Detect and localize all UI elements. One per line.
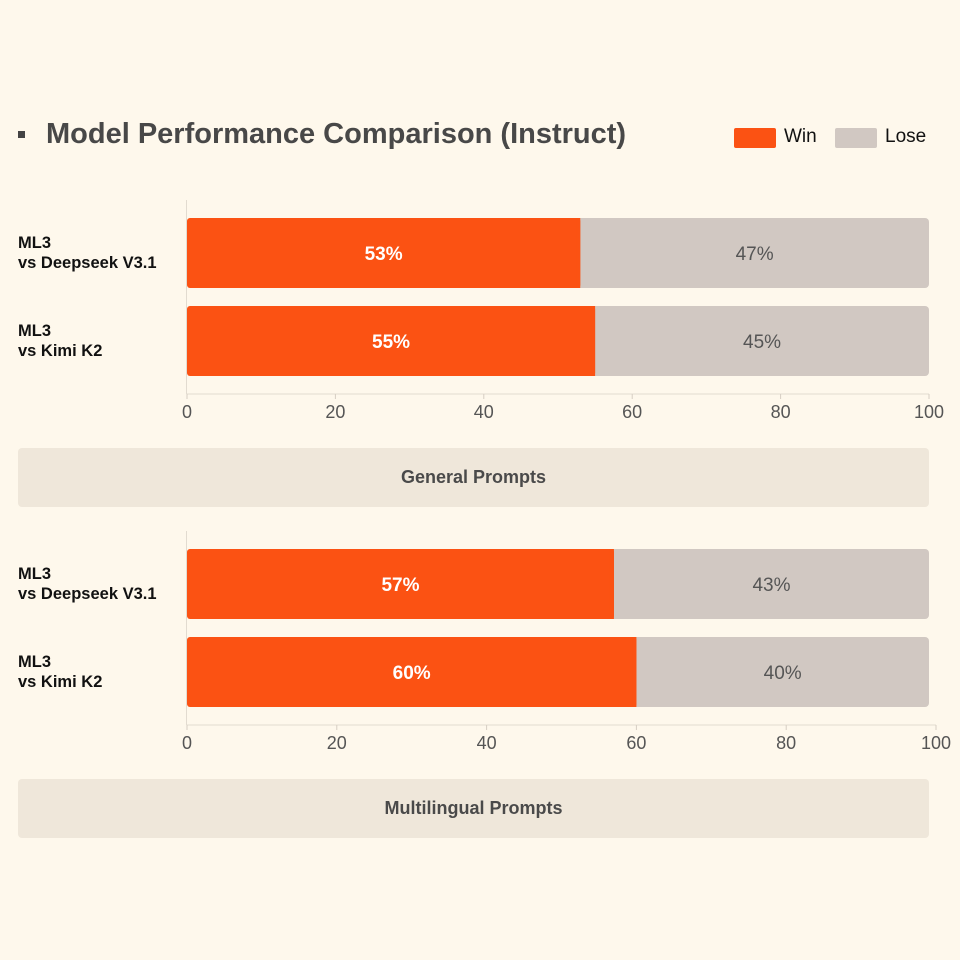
win-bar-edge [576, 218, 581, 288]
category-label-line: vs Deepseek V3.1 [18, 585, 157, 603]
x-tick-label: 80 [776, 733, 796, 753]
legend-label-win: Win [784, 126, 817, 147]
x-tick-label: 80 [771, 402, 791, 422]
category-label-line: ML3 [18, 322, 51, 340]
category-label-line: vs Deepseek V3.1 [18, 254, 157, 272]
x-tick-label: 20 [325, 402, 345, 422]
x-tick-label: 60 [622, 402, 642, 422]
category-label-line: ML3 [18, 234, 51, 252]
lose-value-label: 40% [764, 663, 802, 684]
win-bar [187, 637, 637, 707]
category-label: ML3 vs Deepseek V3.1 [18, 234, 157, 272]
x-tick-label: 0 [182, 402, 192, 422]
win-bar [187, 549, 614, 619]
legend-label-lose: Lose [885, 126, 927, 147]
category-label: ML3 vs Kimi K2 [18, 322, 102, 360]
x-tick-label: 40 [474, 402, 494, 422]
lose-value-label: 47% [736, 244, 774, 265]
x-tick-label: 0 [182, 733, 192, 753]
title-bullet-icon [18, 131, 25, 138]
lose-value-label: 45% [743, 332, 781, 353]
win-value-label: 55% [372, 332, 410, 353]
x-tick-label: 40 [477, 733, 497, 753]
x-tick-label: 20 [327, 733, 347, 753]
category-label-line: vs Kimi K2 [18, 342, 102, 360]
win-value-label: 60% [393, 663, 431, 684]
legend-swatch-lose [835, 128, 877, 148]
x-tick-label: 100 [914, 402, 944, 422]
chart-header: Model Performance Comparison (Instruct) … [0, 110, 960, 164]
win-bar [187, 218, 581, 288]
x-tick-label: 60 [626, 733, 646, 753]
section-label-multilingual: Multilingual Prompts [18, 779, 929, 838]
win-value-label: 57% [381, 575, 419, 596]
category-label: ML3 vs Deepseek V3.1 [18, 565, 157, 603]
win-bar [187, 306, 596, 376]
category-label-line: vs Kimi K2 [18, 673, 102, 691]
general-prompts-chart: 0 20 40 60 80 100 53% 47% ML3 vs Deepseek V3.1 55%… [18, 200, 944, 422]
win-bar-edge [632, 637, 637, 707]
multilingual-prompts-chart: 0 20 40 60 80 100 57% 43% ML3 vs Deepseek V3.1 60%… [18, 531, 951, 753]
win-bar-edge [609, 549, 614, 619]
category-label-line: ML3 [18, 653, 51, 671]
category-label: ML3 vs Kimi K2 [18, 653, 102, 691]
category-label-line: ML3 [18, 565, 51, 583]
legend-swatch-win [734, 128, 776, 148]
lose-value-label: 43% [752, 575, 790, 596]
section-label-general: General Prompts [18, 448, 929, 507]
chart-title: Model Performance Comparison (Instruct) [46, 118, 627, 150]
x-tick-label: 100 [921, 733, 951, 753]
win-bar-edge [591, 306, 596, 376]
win-value-label: 53% [365, 244, 403, 265]
